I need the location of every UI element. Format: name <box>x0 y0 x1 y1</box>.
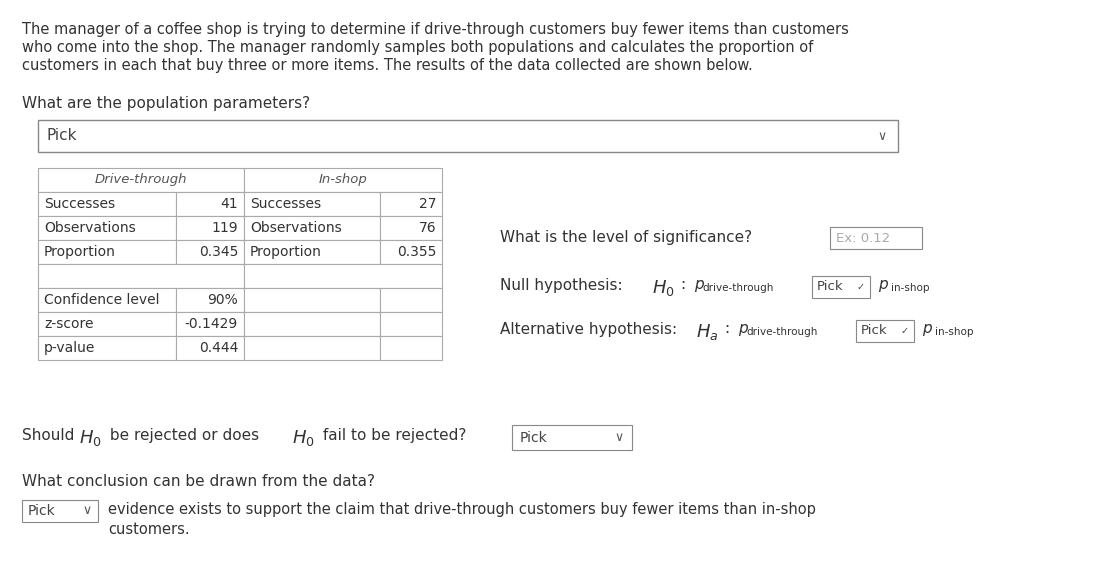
Text: drive-through: drive-through <box>746 327 818 337</box>
Text: ∨: ∨ <box>615 431 624 444</box>
FancyBboxPatch shape <box>244 336 380 360</box>
Text: in-shop: in-shop <box>891 283 929 293</box>
Text: $H_0$: $H_0$ <box>79 428 102 448</box>
FancyBboxPatch shape <box>512 425 632 450</box>
Text: $H_a$: $H_a$ <box>696 322 719 342</box>
Text: $:\ p$: $:\ p$ <box>678 278 705 294</box>
FancyBboxPatch shape <box>38 264 244 288</box>
Text: Null hypothesis:: Null hypothesis: <box>500 278 628 293</box>
Text: in-shop: in-shop <box>935 327 973 337</box>
Text: 0.345: 0.345 <box>198 245 238 259</box>
Text: What is the level of significance?: What is the level of significance? <box>500 230 752 245</box>
FancyBboxPatch shape <box>244 312 380 336</box>
Text: 76: 76 <box>419 221 436 235</box>
Text: The manager of a coffee shop is trying to determine if drive-through customers b: The manager of a coffee shop is trying t… <box>22 22 849 37</box>
Text: Pick: Pick <box>520 430 548 444</box>
FancyBboxPatch shape <box>812 276 870 298</box>
Text: Ex: 0.12: Ex: 0.12 <box>836 231 890 245</box>
Text: ∨: ∨ <box>878 129 887 143</box>
FancyBboxPatch shape <box>176 192 244 216</box>
Text: Successes: Successes <box>250 197 321 211</box>
FancyBboxPatch shape <box>380 312 442 336</box>
FancyBboxPatch shape <box>38 168 244 192</box>
FancyBboxPatch shape <box>176 240 244 264</box>
Text: Observations: Observations <box>250 221 342 235</box>
Text: Pick: Pick <box>28 504 56 518</box>
Text: drive-through: drive-through <box>703 283 774 293</box>
Text: $H_0$: $H_0$ <box>652 278 675 298</box>
Text: 0.444: 0.444 <box>198 341 238 355</box>
Text: ✓: ✓ <box>901 326 909 336</box>
Text: $p$: $p$ <box>922 322 933 338</box>
Text: Confidence level: Confidence level <box>44 293 160 307</box>
FancyBboxPatch shape <box>176 312 244 336</box>
Text: fail to be rejected?: fail to be rejected? <box>318 428 467 443</box>
FancyBboxPatch shape <box>856 320 914 342</box>
Text: Should: Should <box>22 428 79 443</box>
Text: In-shop: In-shop <box>319 174 367 186</box>
Text: Pick: Pick <box>46 128 77 143</box>
FancyBboxPatch shape <box>244 288 380 312</box>
Text: What conclusion can be drawn from the data?: What conclusion can be drawn from the da… <box>22 474 375 489</box>
Text: z-score: z-score <box>44 317 93 331</box>
Text: ✓: ✓ <box>857 282 865 292</box>
Text: 90%: 90% <box>207 293 238 307</box>
Text: Pick: Pick <box>861 324 888 338</box>
FancyBboxPatch shape <box>244 168 442 192</box>
FancyBboxPatch shape <box>22 500 98 522</box>
FancyBboxPatch shape <box>380 336 442 360</box>
FancyBboxPatch shape <box>380 240 442 264</box>
FancyBboxPatch shape <box>38 192 176 216</box>
Text: -0.1429: -0.1429 <box>185 317 238 331</box>
Text: customers.: customers. <box>109 522 190 537</box>
Text: Alternative hypothesis:: Alternative hypothesis: <box>500 322 682 337</box>
Text: be rejected or does: be rejected or does <box>105 428 264 443</box>
Text: evidence exists to support the claim that drive-through customers buy fewer item: evidence exists to support the claim tha… <box>109 502 815 517</box>
Text: What are the population parameters?: What are the population parameters? <box>22 96 310 111</box>
Text: $H_0$: $H_0$ <box>292 428 315 448</box>
FancyBboxPatch shape <box>830 227 922 249</box>
Text: ∨: ∨ <box>83 504 92 518</box>
Text: who come into the shop. The manager randomly samples both populations and calcul: who come into the shop. The manager rand… <box>22 40 813 55</box>
FancyBboxPatch shape <box>244 264 442 288</box>
FancyBboxPatch shape <box>176 336 244 360</box>
FancyBboxPatch shape <box>244 240 380 264</box>
Text: 41: 41 <box>220 197 238 211</box>
FancyBboxPatch shape <box>38 216 176 240</box>
Text: Observations: Observations <box>44 221 136 235</box>
Text: Pick: Pick <box>817 280 844 294</box>
Text: Successes: Successes <box>44 197 115 211</box>
FancyBboxPatch shape <box>244 192 380 216</box>
FancyBboxPatch shape <box>38 120 898 152</box>
FancyBboxPatch shape <box>176 216 244 240</box>
Text: 119: 119 <box>212 221 238 235</box>
Text: Proportion: Proportion <box>250 245 322 259</box>
Text: Proportion: Proportion <box>44 245 116 259</box>
FancyBboxPatch shape <box>380 216 442 240</box>
Text: 27: 27 <box>419 197 436 211</box>
Text: $p$: $p$ <box>878 278 889 294</box>
FancyBboxPatch shape <box>380 288 442 312</box>
Text: 0.355: 0.355 <box>397 245 436 259</box>
FancyBboxPatch shape <box>38 288 176 312</box>
FancyBboxPatch shape <box>38 336 176 360</box>
Text: customers in each that buy three or more items. The results of the data collecte: customers in each that buy three or more… <box>22 58 753 73</box>
Text: p-value: p-value <box>44 341 95 355</box>
FancyBboxPatch shape <box>380 192 442 216</box>
FancyBboxPatch shape <box>176 288 244 312</box>
FancyBboxPatch shape <box>38 312 176 336</box>
Text: $:\ p$: $:\ p$ <box>722 322 749 338</box>
FancyBboxPatch shape <box>244 216 380 240</box>
Text: Drive-through: Drive-through <box>94 174 187 186</box>
FancyBboxPatch shape <box>38 240 176 264</box>
